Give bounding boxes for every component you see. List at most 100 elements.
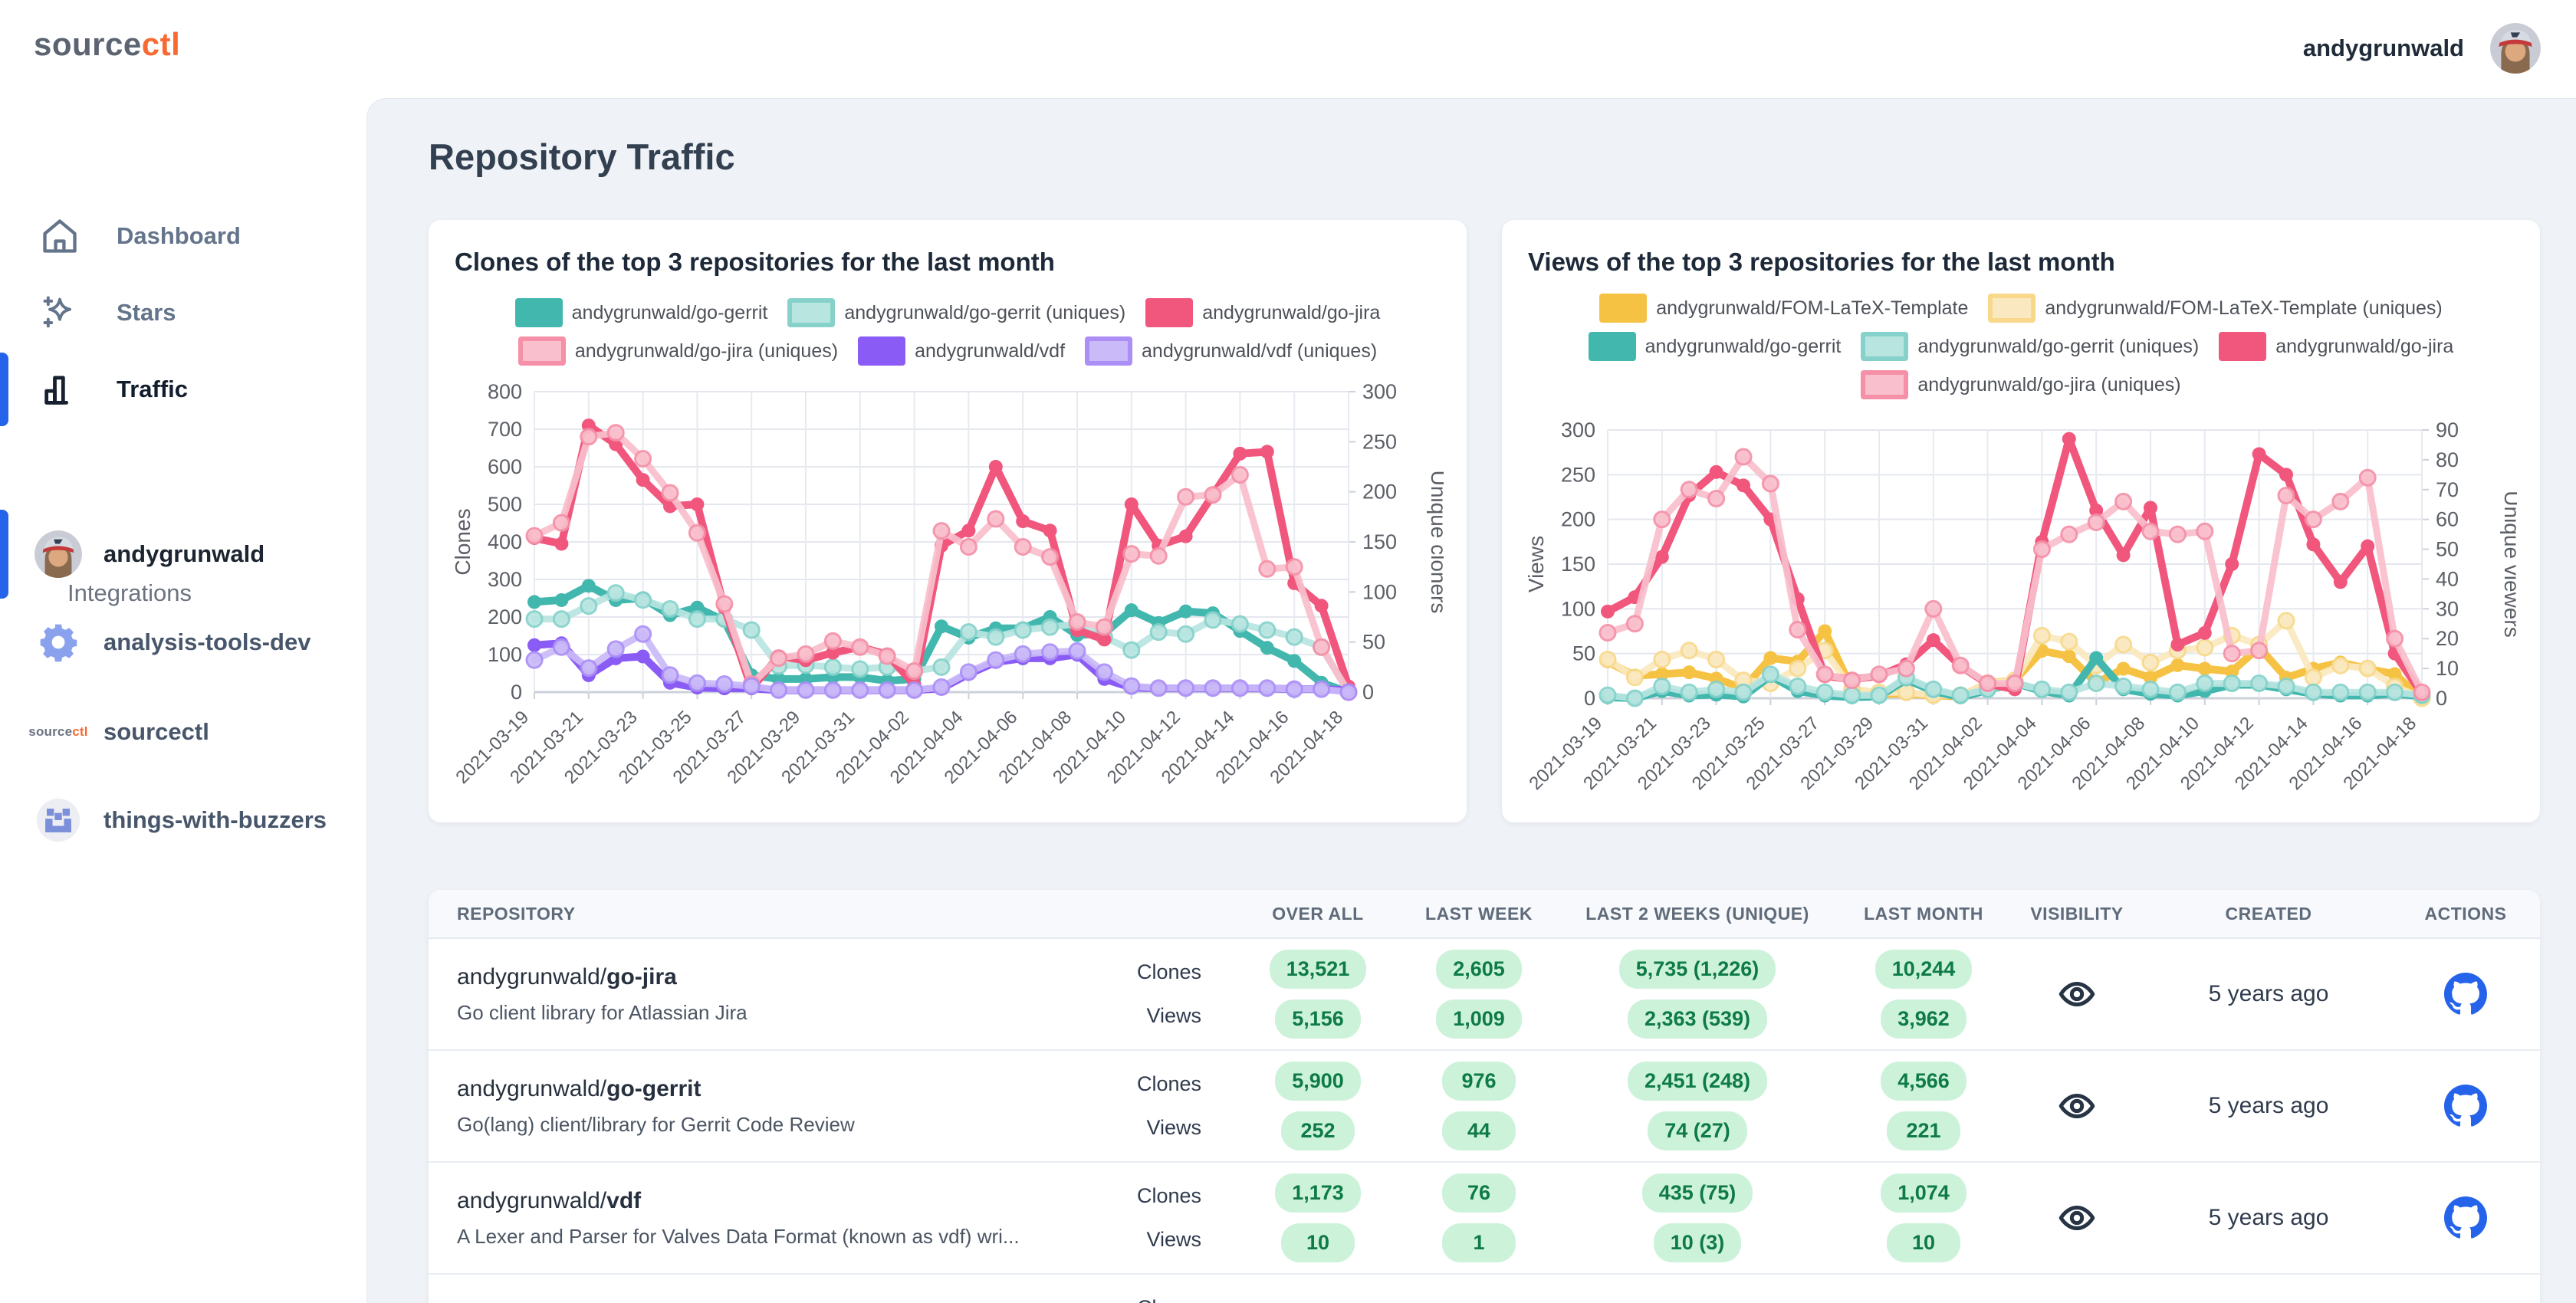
legend-item[interactable]: andygrunwald/go-jira — [2219, 332, 2453, 361]
stat-badge: 1 — [1442, 1223, 1516, 1262]
legend-item[interactable]: andygrunwald/vdf (uniques) — [1085, 336, 1377, 366]
svg-text:400: 400 — [488, 530, 522, 553]
main-content: Repository Traffic Clones of the top 3 r… — [366, 98, 2576, 1303]
svg-text:50: 50 — [1362, 631, 1385, 654]
views-chart-legend: andygrunwald/FOM-LaTeX-Template andygrunw… — [1502, 294, 2540, 399]
active-nav-indicator — [0, 353, 8, 426]
legend-swatch — [518, 336, 566, 366]
sparkles-icon — [43, 296, 71, 328]
svg-text:800: 800 — [488, 382, 522, 403]
svg-text:70: 70 — [2436, 478, 2459, 501]
stat-badge: 5,900 — [1275, 1062, 1361, 1101]
integration-item-label: analysis-tools-dev — [104, 629, 311, 655]
integration-item-label: things-with-buzzers — [104, 806, 327, 833]
avatar-image — [2490, 23, 2541, 74]
integrations-section-label: Integrations — [67, 579, 192, 606]
legend-label: andygrunwald/go-jira — [1202, 301, 1381, 323]
user-avatar[interactable] — [2490, 23, 2541, 74]
sidebar-item-traffic[interactable]: Traffic — [0, 351, 366, 428]
svg-text:Unique viewers: Unique viewers — [2500, 491, 2517, 637]
svg-text:90: 90 — [2436, 421, 2459, 441]
legend-item[interactable]: andygrunwald/go-gerrit — [1588, 332, 1842, 361]
legend-swatch — [1588, 332, 1636, 361]
svg-text:Unique cloners: Unique cloners — [1427, 471, 1444, 614]
stat-badge: 1,009 — [1436, 999, 1522, 1039]
legend-swatch — [514, 298, 563, 327]
integration-item-analysis-tools-dev[interactable]: analysis-tools-dev — [0, 602, 366, 682]
integration-item-andygrunwald[interactable]: andygrunwald — [0, 514, 366, 594]
sidebar-item-dashboard[interactable]: Dashboard — [0, 198, 366, 274]
github-icon[interactable] — [2444, 973, 2487, 1016]
column-header: REPOSITORY — [457, 903, 576, 924]
legend-label: andygrunwald/FOM-LaTeX-Template — [1656, 297, 1969, 319]
legend-item[interactable]: andygrunwald/go-gerrit — [514, 298, 767, 327]
github-icon[interactable] — [2444, 1196, 2487, 1239]
sourcectl-logo[interactable]: sourcectl — [34, 26, 180, 63]
legend-item[interactable]: andygrunwald/go-gerrit (uniques) — [1861, 332, 2199, 361]
table-row: andygrunwald/go-jira Go client library fo… — [429, 939, 2540, 1051]
created-label: 5 years ago — [2208, 1205, 2329, 1230]
legend-label: andygrunwald/go-gerrit — [1644, 335, 1842, 357]
created-label: 5 years ago — [2208, 981, 2329, 1006]
repo-name[interactable]: andygrunwald/go-jira — [457, 963, 677, 990]
top-bar: sourcectl andygrunwald — [0, 0, 2576, 98]
repo-description: Go client library for Atlassian Jira — [457, 1000, 748, 1024]
integration-item-label: andygrunwald — [104, 540, 265, 567]
stat-badge: 10,244 — [1875, 950, 1973, 989]
stat-badge: 10 (3) — [1653, 1223, 1742, 1262]
legend-label: andygrunwald/vdf (uniques) — [1142, 340, 1378, 362]
logo-text-ctl: ctl — [141, 26, 181, 62]
user-menu[interactable]: andygrunwald — [2303, 23, 2541, 74]
legend-swatch — [1861, 370, 1909, 399]
legend-item[interactable]: andygrunwald/go-jira (uniques) — [1861, 370, 2181, 399]
column-header: ACTIONS — [2424, 903, 2507, 924]
eye-icon[interactable] — [2058, 1199, 2096, 1237]
svg-text:100: 100 — [1561, 597, 1595, 620]
legend-label: andygrunwald/vdf — [915, 340, 1066, 362]
page-title: Repository Traffic — [429, 136, 735, 177]
clones-chart-legend: andygrunwald/go-gerrit andygrunwald/go-ge… — [429, 298, 1467, 366]
sidebar-item-stars[interactable]: Stars — [0, 274, 366, 351]
svg-text:0: 0 — [2436, 687, 2447, 710]
column-header: OVER ALL — [1272, 903, 1364, 924]
repo-name[interactable]: andygrunwald/vdf — [457, 1187, 642, 1213]
column-header: LAST WEEK — [1425, 903, 1533, 924]
stat-badge: 435 (75) — [1641, 1173, 1753, 1213]
svg-text:600: 600 — [488, 455, 522, 478]
svg-text:40: 40 — [2436, 567, 2459, 590]
legend-item[interactable]: andygrunwald/vdf — [858, 336, 1065, 366]
svg-text:150: 150 — [1561, 553, 1595, 576]
github-icon[interactable] — [2444, 1085, 2487, 1127]
svg-text:0: 0 — [1362, 681, 1374, 704]
active-integration-indicator — [0, 510, 8, 599]
column-header: VISIBILITY — [2030, 903, 2124, 924]
legend-item[interactable]: andygrunwald/go-gerrit (uniques) — [787, 298, 1125, 327]
stat-badge: 976 — [1442, 1062, 1516, 1101]
integration-item-label: sourcectl — [104, 718, 209, 745]
legend-swatch — [1599, 294, 1648, 323]
svg-text:50: 50 — [1572, 642, 1595, 665]
legend-item[interactable]: andygrunwald/FOM-LaTeX-Template (uniques… — [1988, 294, 2443, 323]
table-header-row: REPOSITORY OVER ALL LAST WEEK LAST 2 WEEKS … — [429, 890, 2540, 939]
legend-item[interactable]: andygrunwald/FOM-LaTeX-Template — [1599, 294, 1968, 323]
sidebar-item-label: Stars — [117, 299, 176, 326]
legend-item[interactable]: andygrunwald/go-jira (uniques) — [518, 336, 838, 366]
sidebar-item-label: Dashboard — [117, 222, 241, 249]
stat-badge: 1,173 — [1275, 1173, 1361, 1213]
legend-item[interactable]: andygrunwald/go-jira — [1145, 298, 1380, 327]
integration-item-things-with-buzzers[interactable]: things-with-buzzers — [0, 780, 366, 860]
username-label: andygrunwald — [2302, 34, 2464, 61]
stat-badge: 4,566 — [1881, 1062, 1967, 1101]
eye-icon[interactable] — [2058, 1087, 2096, 1125]
svg-text:0: 0 — [511, 681, 522, 704]
svg-text:300: 300 — [1561, 421, 1595, 441]
stat-badge: 2,451 (248) — [1627, 1062, 1768, 1101]
eye-icon[interactable] — [2058, 975, 2096, 1013]
svg-text:200: 200 — [1561, 508, 1595, 531]
repo-name[interactable]: andygrunwald/go-gerrit — [457, 1075, 702, 1101]
integration-item-sourcectl[interactable]: sourcectl sourcectl — [0, 692, 366, 772]
stat-badge: 252 — [1281, 1111, 1355, 1150]
metric-label-views: Views — [1146, 1228, 1201, 1251]
legend-label: andygrunwald/go-gerrit (uniques) — [844, 301, 1126, 323]
stat-badge: 5,735 (1,226) — [1618, 950, 1776, 989]
